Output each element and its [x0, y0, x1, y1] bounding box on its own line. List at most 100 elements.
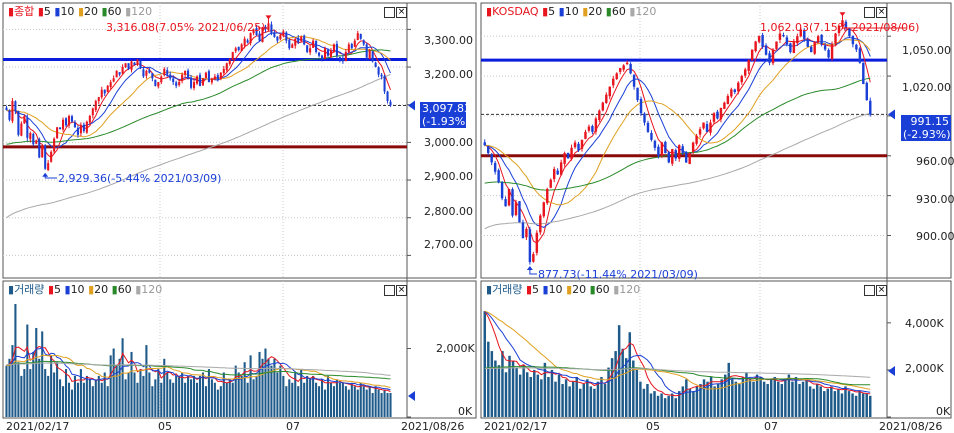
- candle-body: [789, 43, 792, 53]
- volume-bar: [356, 389, 359, 417]
- volume-bar: [192, 375, 196, 417]
- volume-bar: [780, 384, 784, 417]
- candle-body: [243, 38, 246, 46]
- kospi-tick: 3,200.00: [424, 68, 473, 81]
- candle-body: [705, 124, 709, 132]
- candle-body: [184, 70, 187, 75]
- candle-body: [151, 73, 154, 79]
- kospi-high-annotation: 3,316.08(7.05% 2021/06/25): [106, 21, 266, 34]
- candle-body: [691, 142, 695, 152]
- volume-bar: [267, 358, 270, 417]
- candle-body: [344, 51, 347, 62]
- volume-bar: [603, 384, 607, 417]
- volume-bar: [628, 332, 631, 417]
- candle-body: [618, 68, 622, 72]
- kosdaq-close-button[interactable]: ×: [876, 7, 887, 18]
- candle-body: [587, 126, 591, 131]
- candle-body: [782, 35, 785, 37]
- volume-bar: [614, 351, 617, 417]
- volume-bar: [76, 382, 79, 417]
- volume-bar: [582, 384, 586, 417]
- kospi-x-label-start: 2021/02/17: [6, 420, 70, 433]
- candle-body: [622, 65, 625, 70]
- kosdaq-maximize-button[interactable]: [864, 7, 875, 18]
- candle-body: [716, 111, 719, 119]
- kospi-close-button[interactable]: ×: [396, 7, 407, 18]
- candle-body: [44, 145, 47, 169]
- volume-bar: [374, 386, 377, 417]
- volume-bar: [321, 379, 324, 417]
- candle-body: [374, 62, 377, 68]
- volume-bar: [255, 375, 258, 417]
- kospi-volume-maximize-button[interactable]: [384, 285, 395, 296]
- candle-body: [112, 78, 115, 82]
- volume-bar: [112, 348, 115, 417]
- candle-body: [507, 188, 511, 206]
- candle-body: [532, 254, 535, 262]
- candle-body: [493, 162, 497, 172]
- kospi-vol-ma10: 10: [70, 283, 85, 296]
- candle-body: [615, 73, 618, 79]
- volume-ma60-line: [6, 360, 391, 380]
- volume-bar: [210, 379, 213, 417]
- candle-body: [246, 40, 249, 43]
- volume-ma120-line: [6, 362, 391, 376]
- volume-bar: [332, 386, 335, 417]
- volume-bar: [667, 395, 670, 417]
- candle-body: [747, 60, 750, 71]
- kosdaq-vol-ma20: 20: [572, 283, 587, 296]
- candle-body: [712, 113, 716, 122]
- volume-bar: [178, 375, 181, 417]
- volume-ma5-line: [484, 310, 871, 397]
- volume-bar: [844, 386, 847, 417]
- volume-bar: [819, 386, 822, 417]
- kosdaq-x-label-start: 2021/02/17: [484, 420, 548, 433]
- candle-body: [88, 116, 91, 123]
- kosdaq-legend-ma60: 60: [611, 5, 626, 18]
- ma5-line: [6, 29, 391, 159]
- kosdaq-volume-maximize-button[interactable]: [864, 285, 875, 296]
- candle-body: [500, 182, 504, 199]
- candle-body: [514, 202, 518, 216]
- volume-bar: [59, 379, 62, 417]
- volume-bar: [777, 381, 780, 417]
- candle-body: [542, 202, 545, 217]
- kosdaq-low-annotation: 877.73(-11.44% 2021/03/09): [538, 268, 698, 281]
- volume-bar: [237, 372, 240, 417]
- candle-body: [240, 44, 243, 52]
- candle-body: [91, 108, 94, 116]
- volume-bar: [109, 355, 112, 417]
- candle-body: [11, 100, 14, 122]
- low-arrow: [42, 172, 49, 177]
- candle-body: [577, 143, 580, 151]
- volume-bar: [341, 382, 344, 417]
- candle-body: [744, 69, 747, 76]
- kospi-maximize-button[interactable]: [384, 7, 395, 18]
- candle-body: [862, 62, 865, 85]
- volume-bar: [663, 398, 667, 417]
- volume-bar: [762, 381, 766, 417]
- volume-bar: [755, 374, 759, 417]
- volume-bar: [323, 389, 327, 417]
- volume-bar: [20, 375, 23, 417]
- candle-body: [103, 89, 106, 94]
- kospi-x-label-jul: 07: [286, 420, 300, 433]
- kospi-volume-close-button[interactable]: ×: [396, 285, 407, 296]
- volume-bar: [649, 393, 653, 417]
- volume-bar: [315, 382, 318, 417]
- high-leader: [258, 17, 269, 29]
- kosdaq-legend-ma5: 5: [548, 5, 556, 18]
- kosdaq-legend-name: KOSDAQ: [492, 5, 539, 18]
- ma10-line: [6, 32, 391, 149]
- candle-body: [497, 170, 500, 183]
- candle-body: [70, 116, 74, 122]
- kosdaq-volume-close-button[interactable]: ×: [876, 285, 887, 296]
- kospi-tick: 2,800.00: [424, 205, 473, 218]
- volume-bar: [38, 358, 41, 417]
- volume-bar: [157, 369, 160, 417]
- volume-bar: [670, 393, 674, 417]
- volume-bar: [359, 382, 362, 417]
- candle-body: [858, 48, 862, 63]
- volume-bar: [508, 355, 511, 417]
- candle-body: [667, 152, 671, 163]
